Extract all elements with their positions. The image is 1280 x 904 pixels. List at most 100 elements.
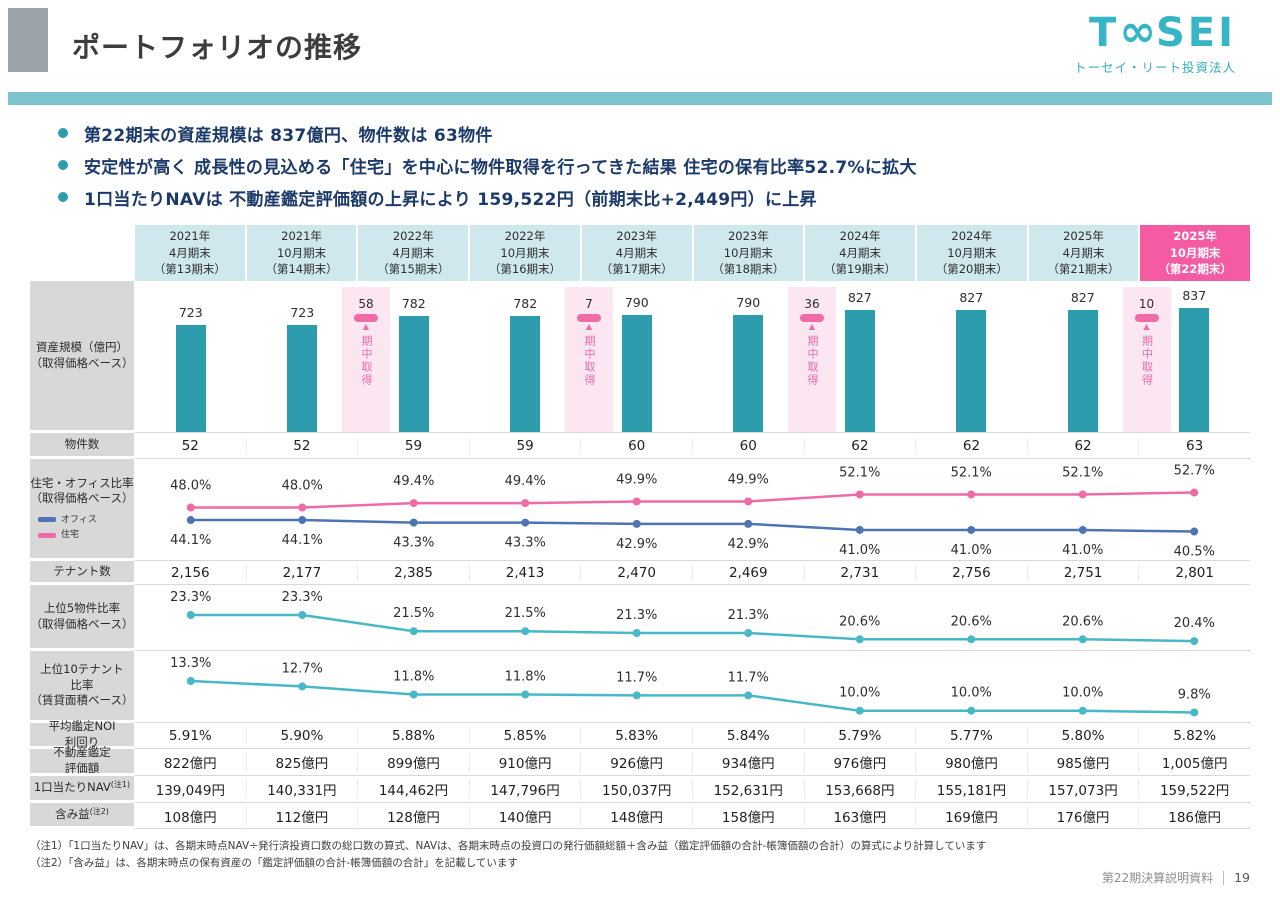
asset-scale-row: 資産規模（億円） （取得価格ベース） 58 ▲ 期中取得 7 ▲ 期中取得 36 ▲ 期中取得 1… <box>30 281 1250 433</box>
nav-per-unit-value: 159,522円 <box>1138 779 1250 799</box>
noi-yield-value: 5.91% <box>168 727 212 744</box>
period-header-line: 2022年 <box>392 228 434 243</box>
infinity-icon: ∞ <box>1119 6 1156 57</box>
interim-acquisition-label: 期中取得 <box>360 335 373 387</box>
top10-line-chart: 13.3% 12.7% 11.8% 11.8% 11.7% 11.7% 10.0% 10.0%… <box>135 651 1250 723</box>
period-header-10: 2025年 10月期末 （第22期末） <box>1140 225 1251 281</box>
asset-scale-bar <box>621 315 652 432</box>
svg-text:11.7%: 11.7% <box>728 670 769 685</box>
appraisal-value-row: 不動産鑑定 評価額 822億円 825億円 899億円 910億円 926億円 934億円… <box>30 745 1250 776</box>
nav-per-unit-value: 139,049円 <box>155 783 225 799</box>
asset-scale-bar-value: 782 <box>513 296 538 312</box>
asset-scale-bar <box>733 315 764 432</box>
period-header-8: 2024年 10月期末 （第20期末） <box>916 225 1029 281</box>
ratio-line-chart: 44.1% 44.1% 43.3% 43.3% 42.9% 42.9% 41.0% 41.0%… <box>135 459 1250 561</box>
up-arrow-icon: ▲ <box>362 322 370 331</box>
top5-line-chart: 23.3% 23.3% 21.5% 21.5% 21.3% 21.3% 20.6% 20.6%… <box>135 585 1250 651</box>
unrealized-gain-label: 含み益(注2) <box>30 803 134 826</box>
period-header-line: （第19期末） <box>824 262 897 277</box>
unrealized-gain-value: 158億円 <box>691 805 804 826</box>
period-headers: 2021年 4月期末 （第13期末） 2021年 10月期末 （第14期末） 2022年 4月… <box>135 225 1251 281</box>
period-header-line: 2023年 <box>727 228 769 243</box>
nav-per-unit-value: 157,073円 <box>1026 779 1139 799</box>
footnotes: （注1）「1口当たりNAV」は、各期末時点NAV÷発行済投資口数の総口数の算式、… <box>30 838 986 872</box>
nav-per-unit-label: 1口当たりNAV(注1) <box>30 776 134 800</box>
period-header-line: 4月期末 <box>392 245 435 260</box>
svg-text:20.6%: 20.6% <box>839 614 880 629</box>
unrealized-gain-value: 186億円 <box>1138 805 1250 826</box>
unrealized-gain-value: 108億円 <box>163 809 217 826</box>
interim-acquisition-value: 58 <box>358 297 374 311</box>
property-count-value: 63 <box>1138 437 1250 454</box>
footer-doc-title: 第22期決算説明資料 <box>1101 871 1214 885</box>
period-header-line: （第21期末） <box>1047 262 1120 277</box>
asset-scale-label: 資産規模（億円） （取得価格ベース） <box>30 281 134 430</box>
asset-scale-bar <box>175 325 206 432</box>
tenant-count-row: テナント数 2,156 2,177 2,385 2,413 2,470 2,469 2,73… <box>30 561 1250 585</box>
noi-yield-value: 5.83% <box>580 727 692 744</box>
nav-per-unit-value: 140,331円 <box>245 779 358 799</box>
tosei-logo-subtitle: トーセイ・リート投資法人 <box>1073 60 1236 76</box>
office-color-chip <box>38 517 56 523</box>
asset-scale-bar-value: 723 <box>178 305 203 320</box>
top10-tenants-ratio-row: 上位10テナント 比率 （賃貸面積ベース） 13.3% 12.7% 11.8% 11.… <box>30 651 1250 723</box>
svg-text:20.4%: 20.4% <box>1174 616 1215 631</box>
summary-bullets: 第22期末の資産規模は 837億円、物件数は 63物件 安定性が高く 成長性の見… <box>58 117 917 213</box>
svg-text:44.1%: 44.1% <box>282 533 323 548</box>
appraisal-value: 899億円 <box>357 752 469 772</box>
asset-scale-bar-value: 723 <box>290 305 315 320</box>
nav-per-unit-value: 155,181円 <box>915 779 1027 799</box>
period-header-line: 2024年 <box>951 228 993 243</box>
period-header-7: 2024年 4月期末 （第19期末） <box>805 225 917 281</box>
tenant-count-value: 2,469 <box>691 564 804 581</box>
top10-line-chart-svg: 13.3% 12.7% 11.8% 11.8% 11.7% 11.7% 10.0% 10.0%… <box>170 656 1211 717</box>
svg-text:52.1%: 52.1% <box>1062 465 1103 480</box>
interim-acquisition-value: 36 <box>804 297 820 311</box>
noi-yield-values: 5.91% 5.90% 5.88% 5.85% 5.83% 5.84% 5.79% 5.77%… <box>135 723 1250 749</box>
noi-yield-value: 5.80% <box>1026 727 1139 744</box>
svg-text:21.5%: 21.5% <box>393 606 434 621</box>
period-header-line: 4月期末 <box>615 245 658 260</box>
asset-scale-bar <box>844 309 875 432</box>
period-header-line: 2024年 <box>839 228 881 243</box>
bullet-icon <box>58 160 68 170</box>
asset-scale-bar <box>287 325 318 432</box>
unrealized-gain-value: 128億円 <box>357 805 469 826</box>
footnote-ref-2: (注2) <box>89 806 109 816</box>
top5-line-chart-svg: 23.3% 23.3% 21.5% 21.5% 21.3% 21.3% 20.6% 20.6%… <box>170 590 1215 646</box>
noi-yield-value: 5.85% <box>468 727 581 744</box>
asset-scale-bar <box>1067 309 1098 432</box>
tenant-count-value: 2,413 <box>468 564 581 581</box>
tenant-count-value: 2,177 <box>245 564 358 581</box>
svg-text:41.0%: 41.0% <box>839 543 880 558</box>
unrealized-gain-value: 176億円 <box>1026 805 1139 826</box>
bullet-item-3: 1口当たりNAVは 不動産鑑定評価額の上昇により 159,522円（前期末比+2… <box>58 181 917 213</box>
period-header-line: 10月期末 <box>500 245 550 260</box>
svg-text:48.0%: 48.0% <box>282 479 323 494</box>
ratio-legend: オフィス 住宅 <box>30 514 97 541</box>
asset-scale-bar <box>510 316 541 432</box>
interim-acquisition-value: 7 <box>585 297 593 311</box>
unrealized-gain-value: 148億円 <box>580 805 692 826</box>
interim-acquisition-band: 58 ▲ 期中取得 <box>342 287 390 432</box>
period-header-line: （第17期末） <box>600 262 673 277</box>
bullet-icon <box>58 128 68 138</box>
asset-scale-bar-value: 837 <box>1182 288 1207 304</box>
unrealized-gain-value: 112億円 <box>245 805 358 826</box>
appraisal-value-label: 不動産鑑定 評価額 <box>30 745 134 775</box>
property-count-value: 62 <box>803 437 916 454</box>
interim-minibar <box>577 314 601 322</box>
top5-properties-ratio-row: 上位5物件比率 （取得価格ベース） 23.3% 23.3% 21.5% 21.5% 21… <box>30 585 1250 651</box>
appraisal-value: 825億円 <box>245 752 358 772</box>
svg-text:10.0%: 10.0% <box>839 686 880 701</box>
legend-office: オフィス <box>38 514 97 526</box>
svg-text:21.5%: 21.5% <box>505 606 546 621</box>
tenant-count-value: 2,751 <box>1026 564 1139 581</box>
unrealized-gain-value: 140億円 <box>468 805 581 826</box>
noi-yield-value: 5.77% <box>915 727 1027 744</box>
interim-acquisition-band: 10 ▲ 期中取得 <box>1122 287 1171 432</box>
property-count-value: 59 <box>468 437 581 454</box>
svg-text:11.7%: 11.7% <box>616 670 657 685</box>
svg-text:9.8%: 9.8% <box>1178 688 1211 703</box>
